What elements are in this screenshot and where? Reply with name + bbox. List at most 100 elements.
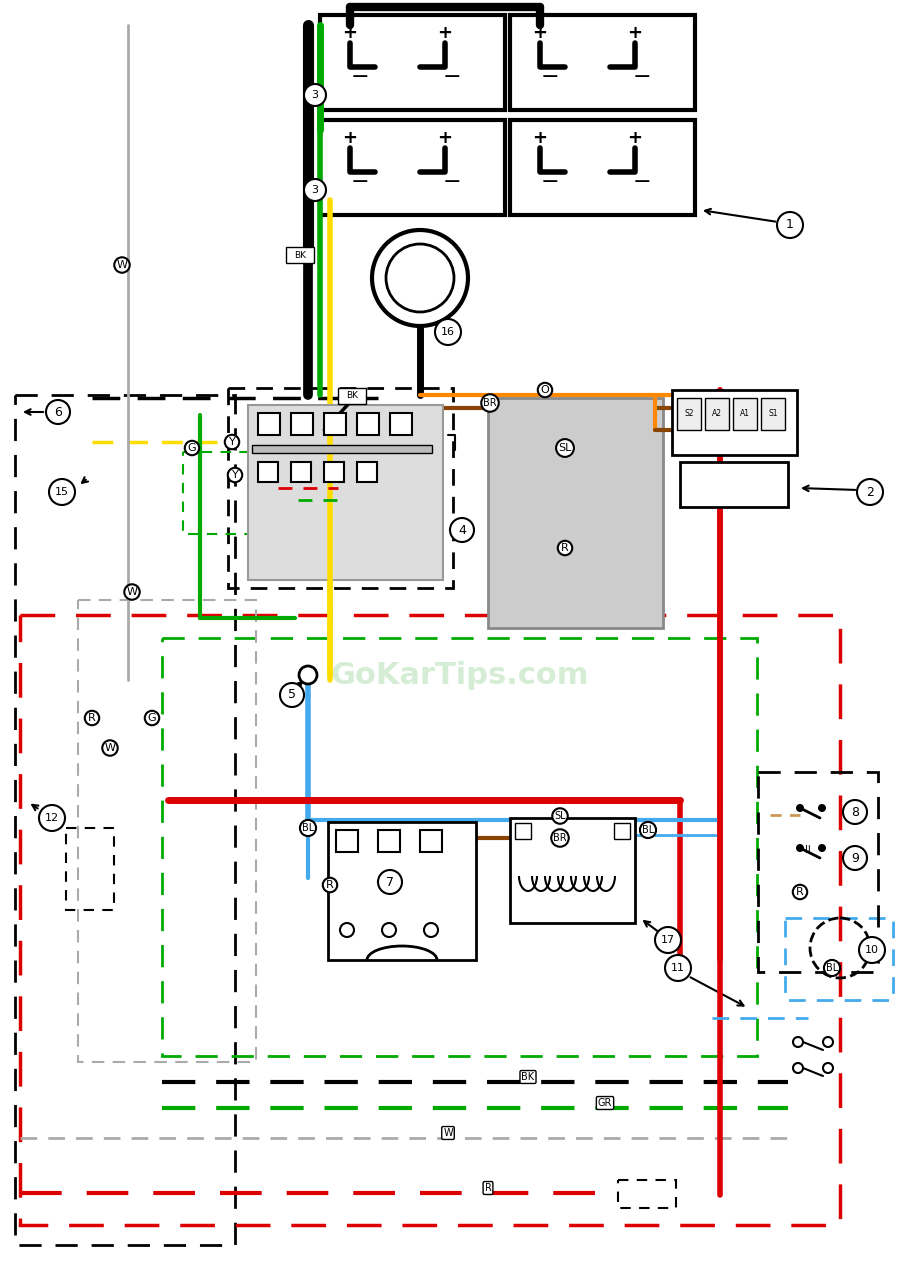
Text: GoKarTips.com: GoKarTips.com [331,661,590,690]
Text: −: − [443,67,461,87]
Text: W: W [127,587,138,597]
Bar [320,120,505,215]
Bar [510,15,695,110]
Text: 4: 4 [458,523,466,537]
Text: +: + [627,129,642,147]
Text: A1: A1 [740,409,750,418]
Bar [248,405,443,580]
Circle shape [796,844,804,853]
Text: BL: BL [826,962,838,973]
Bar [378,830,400,853]
Text: R: R [561,543,569,553]
Text: 10: 10 [865,945,879,955]
Text: 6: 6 [55,405,62,418]
Bar [258,413,280,434]
Text: R: R [796,887,804,897]
Text: R: R [88,714,96,722]
Text: −: − [443,172,461,192]
Circle shape [796,805,804,812]
Circle shape [46,400,70,424]
Text: BL: BL [302,823,314,834]
Text: +: + [532,24,548,42]
Circle shape [49,479,75,505]
Bar [488,398,663,628]
Text: −: − [633,67,651,87]
Text: BK: BK [521,1072,535,1082]
Bar [258,462,278,482]
Text: R: R [484,1183,492,1194]
Text: 17: 17 [661,935,675,945]
Circle shape [793,1037,803,1047]
Text: G: G [188,443,196,453]
Text: G: G [148,714,156,722]
Circle shape [823,1063,833,1074]
Bar [672,390,797,455]
Text: A2: A2 [712,409,722,418]
Bar [286,248,314,263]
Text: II: II [805,845,811,855]
Text: W: W [104,743,116,753]
Bar [515,823,531,839]
Text: BL: BL [642,825,654,835]
Text: 5: 5 [288,688,296,701]
Text: S1: S1 [768,409,778,418]
Circle shape [859,937,885,962]
Circle shape [655,927,681,954]
Circle shape [843,799,867,823]
Bar [291,462,311,482]
Circle shape [39,805,65,831]
Text: BK: BK [294,250,306,259]
Circle shape [304,179,326,201]
Text: 3: 3 [311,90,319,100]
Bar [390,413,412,434]
Text: +: + [437,24,453,42]
Circle shape [793,1063,803,1074]
Text: 1: 1 [786,218,794,231]
Text: 16: 16 [441,327,455,337]
Circle shape [382,923,396,937]
Bar [733,398,757,429]
Text: 8: 8 [851,806,859,818]
Bar [510,818,635,923]
Text: 3: 3 [311,184,319,195]
Text: 12: 12 [45,813,59,823]
Circle shape [823,1037,833,1047]
Bar [357,462,377,482]
Bar [320,15,505,110]
Circle shape [304,85,326,106]
Bar [291,413,313,434]
Circle shape [340,923,354,937]
Text: SL: SL [554,811,565,821]
Text: W: W [444,1128,453,1138]
Text: −: − [541,67,559,87]
Text: 2: 2 [866,485,874,499]
Bar [677,398,701,429]
Text: −: − [351,67,370,87]
Text: R: R [326,880,334,890]
Bar [420,830,442,853]
Text: +: + [532,129,548,147]
Circle shape [777,212,803,237]
Text: −: − [633,172,651,192]
Text: +: + [437,129,453,147]
Circle shape [372,230,468,326]
Circle shape [280,683,304,707]
Bar [324,462,344,482]
Bar [705,398,729,429]
Text: +: + [343,24,358,42]
Circle shape [299,666,317,685]
Text: BR: BR [483,398,497,408]
Text: 9: 9 [851,851,859,864]
Circle shape [450,518,474,542]
Text: 11: 11 [671,962,685,973]
Circle shape [424,923,438,937]
Text: S2: S2 [685,409,694,418]
Bar [252,445,432,453]
Bar [680,462,788,506]
Text: Y: Y [232,470,238,480]
Text: 7: 7 [386,875,394,888]
Text: +: + [343,129,358,147]
Text: SL: SL [558,443,572,453]
Bar [510,120,695,215]
Circle shape [665,955,691,981]
